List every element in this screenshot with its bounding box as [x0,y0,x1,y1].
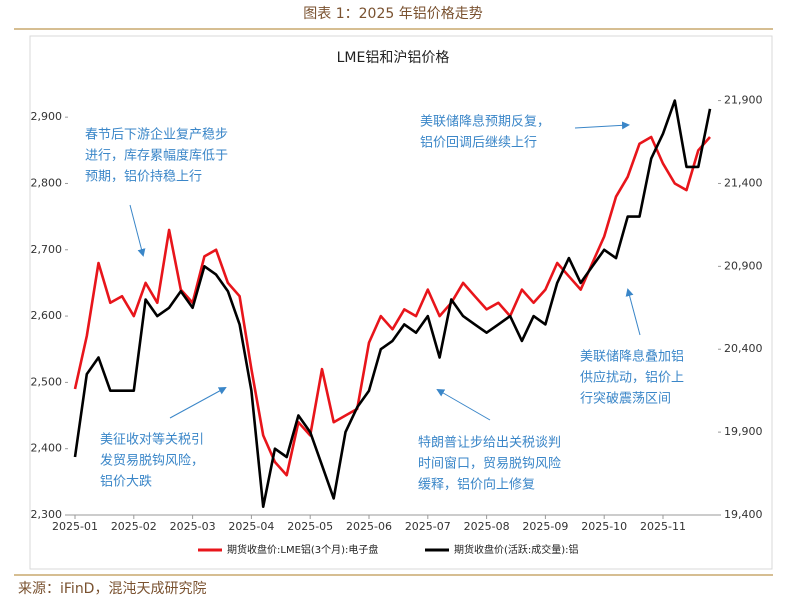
x-tick-label: 2025-10 [581,520,627,533]
y2-tick-label: 19,400 [724,508,763,521]
chart-frame [29,35,773,570]
y-tick-label: 2,400 [31,442,63,455]
annotation: 春节后下游企业复产稳步 [85,127,228,143]
figure-title: 图表 1：2025 年铝价格走势 [303,6,482,22]
annotation-arrow [625,288,641,336]
x-tick-label: 2025-11 [640,520,686,533]
y2-tick-label: 20,900 [724,259,763,272]
y2-tick-label: 20,400 [724,342,763,355]
annotation: 预期，铝价持稳上行 [85,169,202,185]
x-tick-label: 2025-09 [522,520,568,533]
annotation-arrow [574,121,630,130]
annotation: 美联储降息预期反复， [420,114,550,130]
legend-label: 期货收盘价(活跃:成交量):铝 [454,543,579,556]
annotation: 铝价大跌 [100,474,152,490]
y2-tick-label: 19,900 [724,425,763,438]
series-line [73,99,712,508]
chart-title: LME铝和沪铝价格 [337,50,450,66]
x-tick-label: 2025-04 [228,520,274,533]
source-note: 来源：iFinD，混沌天成研究院 [18,581,206,597]
legend-label: 期货收盘价:LME铝(3个月):电子盘 [227,543,378,556]
y-tick-label: 2,800 [31,176,63,189]
annotation: 特朗普让步给出关税谈判 [418,436,561,451]
y-tick-label: 2,500 [31,375,63,388]
annotation: 铝价回调后继续上行 [420,136,537,151]
annotation-arrow [169,387,227,419]
annotation-arrow [129,204,146,257]
annotation-arrow [436,389,491,421]
y2-tick-label: 21,900 [724,94,763,107]
x-tick-label: 2025-05 [287,520,333,533]
annotation: 缓释，铝价向上修复 [418,477,535,493]
annotation: 美征收对等关税引 [100,432,204,448]
y-tick-label: 2,700 [31,243,63,256]
annotation: 行突破震荡区间 [580,391,671,407]
series-line [73,135,711,477]
annotation: 美联储降息叠加铝 [580,349,684,365]
y-tick-label: 2,900 [31,110,63,123]
x-tick-label: 2025-02 [111,520,157,533]
x-tick-label: 2025-06 [346,520,392,533]
annotation: 发贸易脱钩风险， [100,453,204,469]
annotation: 供应扰动，铝价上 [580,370,684,386]
y-tick-label: 2,600 [31,309,63,322]
y2-tick-label: 21,400 [724,176,763,189]
annotation: 进行，库存累幅度库低于 [85,148,228,164]
x-tick-label: 2025-07 [405,520,451,533]
x-tick-label: 2025-01 [52,520,98,533]
annotation: 时间窗口，贸易脱钩风险 [418,456,561,472]
x-tick-label: 2025-03 [170,520,216,533]
x-tick-label: 2025-08 [464,520,510,533]
y-tick-label: 2,300 [31,508,63,521]
